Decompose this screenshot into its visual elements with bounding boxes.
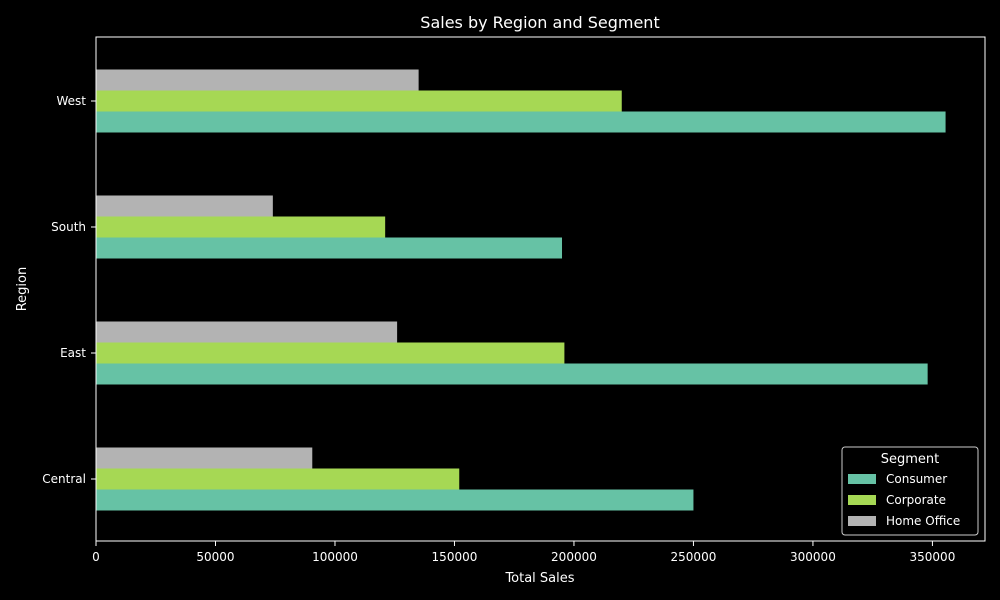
chart-title: Sales by Region and Segment xyxy=(420,13,659,32)
x-tick-label: 0 xyxy=(92,550,100,564)
legend-title: Segment xyxy=(881,452,940,467)
x-tick-label: 250000 xyxy=(671,550,717,564)
bar-corporate-west xyxy=(96,90,622,112)
x-tick-label: 100000 xyxy=(312,550,358,564)
bar-home-office-east xyxy=(96,321,398,343)
bar-corporate-central xyxy=(96,468,460,490)
y-axis-label: Region xyxy=(15,267,30,312)
x-tick-label: 200000 xyxy=(551,550,597,564)
legend-box xyxy=(841,446,979,536)
x-tick-label: 50000 xyxy=(196,550,234,564)
legend-swatch xyxy=(848,474,876,484)
bar-home-office-central xyxy=(96,447,313,469)
legend-label: Consumer xyxy=(886,472,947,486)
bar-home-office-south xyxy=(96,195,273,217)
legend-swatch xyxy=(848,516,876,526)
bar-consumer-west xyxy=(96,111,946,133)
bar-consumer-south xyxy=(96,237,563,259)
x-axis-label: Total Sales xyxy=(504,571,574,586)
x-tick-label: 350000 xyxy=(910,550,956,564)
y-axis-ticks: Central East South West xyxy=(42,94,96,486)
legend: Segment Consumer Corporate Home Office xyxy=(841,446,979,536)
bar-consumer-east xyxy=(96,363,928,385)
x-tick-label: 150000 xyxy=(432,550,478,564)
y-tick-label: Central xyxy=(42,472,86,486)
bar-corporate-east xyxy=(96,342,565,364)
y-tick-label: West xyxy=(56,94,86,108)
bar-home-office-west xyxy=(96,69,419,91)
y-tick-label: East xyxy=(60,346,86,360)
y-tick-label: South xyxy=(51,220,86,234)
bar-corporate-south xyxy=(96,216,386,238)
legend-label: Corporate xyxy=(886,493,946,507)
legend-label: Home Office xyxy=(886,514,960,528)
x-axis-ticks: 0 50000 100000 150000 200000 250000 300000 3500… xyxy=(92,541,955,564)
legend-swatch xyxy=(848,495,876,505)
bars-group xyxy=(96,69,946,511)
bar-consumer-central xyxy=(96,489,694,511)
x-tick-label: 300000 xyxy=(790,550,836,564)
plot-frame xyxy=(95,36,986,542)
